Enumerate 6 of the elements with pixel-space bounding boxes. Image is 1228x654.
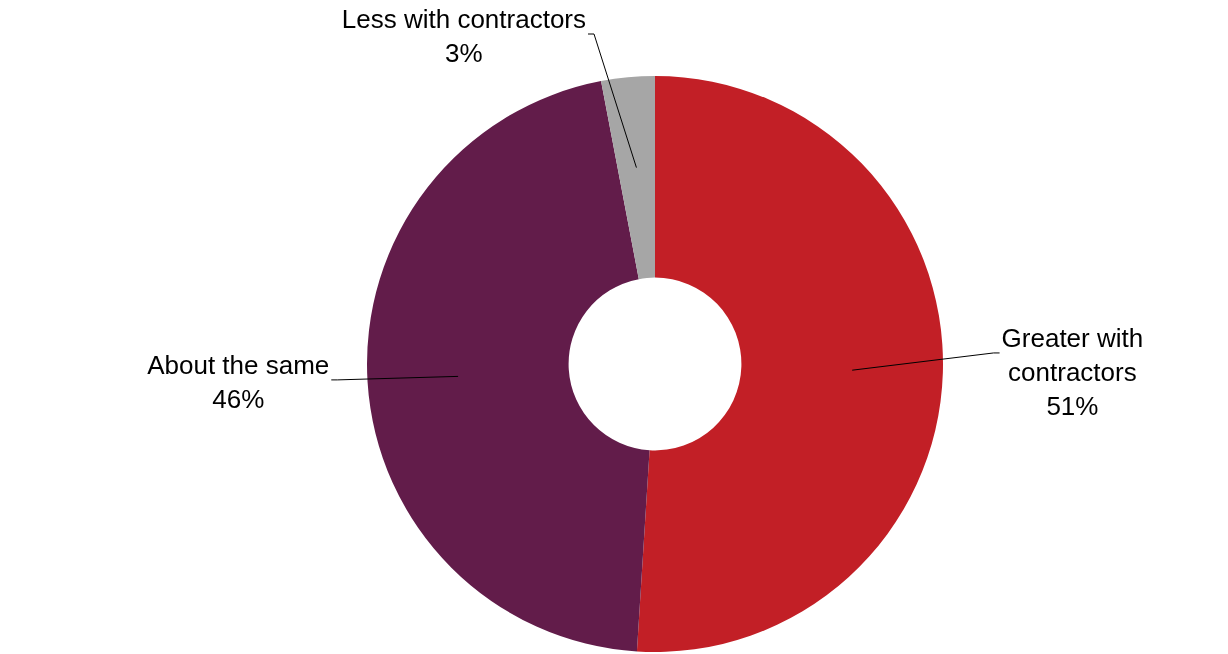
data-label: 46% bbox=[212, 384, 265, 415]
slice-label: Greater with contractors bbox=[1001, 323, 1144, 388]
data-label: 3% bbox=[445, 38, 483, 69]
slice-label: About the same bbox=[147, 350, 330, 381]
data-label: 51% bbox=[1046, 391, 1099, 422]
slice-label: Less with contractors bbox=[341, 4, 587, 35]
